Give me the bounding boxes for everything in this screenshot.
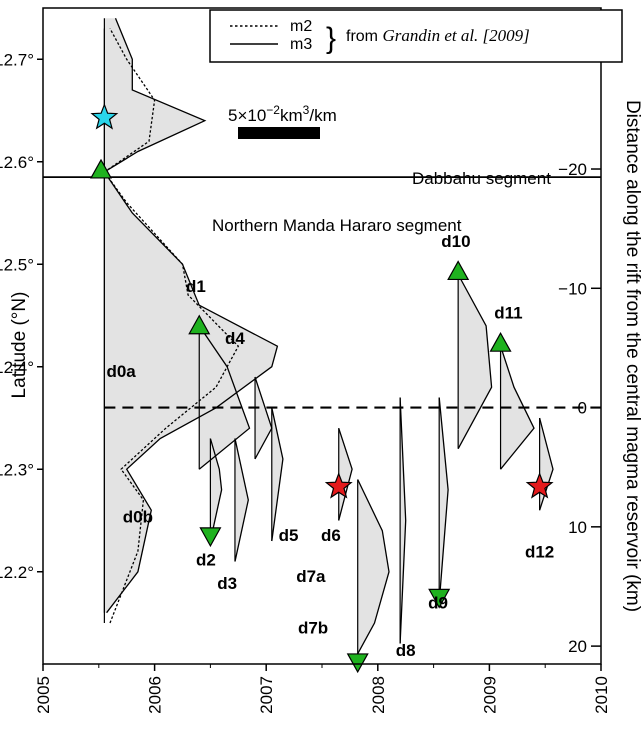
legend-source: from Grandin et al. [2009] (346, 26, 530, 45)
x-tick-label: 2008 (369, 676, 388, 714)
event-label-d4: d4 (225, 329, 245, 348)
profile-fill-d8 (400, 397, 406, 644)
profile-fill-d10 (458, 274, 492, 449)
marker-red-star (324, 472, 353, 499)
lat-tick-label: 12.6° (0, 153, 34, 172)
x-tick-label: 2009 (480, 676, 499, 714)
profile-line-d0-m2 (103, 28, 240, 624)
markers (90, 103, 554, 674)
marker-green-triangle-up (90, 158, 113, 179)
x-tick-label: 2010 (592, 676, 611, 714)
profile-line-d5 (271, 407, 284, 542)
event-label-d10: d10 (441, 232, 470, 251)
km-tick-label: −10 (558, 279, 587, 298)
legend-box (209, 9, 623, 63)
profile-fill-d0-m3 (104, 18, 278, 613)
event-label-d1: d1 (186, 277, 206, 296)
profile-fill-d3 (235, 438, 249, 562)
lat-tick-label: 12.4° (0, 358, 34, 377)
event-label-d11: d11 (494, 304, 522, 323)
profile-fill-d11 (500, 346, 534, 470)
profile-lines (103, 17, 554, 655)
profile-line-d12 (538, 417, 554, 511)
profile-fill-d5 (271, 407, 283, 541)
segment-label-dabbahu: Dabbahu segment (412, 169, 551, 188)
event-label-d7b: d7b (298, 618, 328, 637)
profile-line-d3 (234, 438, 249, 562)
marker-red-star (525, 472, 554, 499)
segment-label-manda-hararo: Northern Manda Hararo segment (212, 216, 462, 235)
lat-tick-label: 12.2° (0, 563, 34, 582)
event-label-d5: d5 (279, 526, 299, 545)
x-tick-label: 2007 (257, 676, 276, 714)
legend-label-m3: m3 (290, 36, 312, 53)
event-label-d0b: d0b (123, 508, 153, 527)
marker-green-triangle-up (447, 260, 470, 281)
lat-tick-label: 12.5° (0, 255, 34, 274)
marker-green-triangle-up (489, 331, 512, 352)
event-label-d0a: d0a (106, 362, 136, 381)
lat-tick-label: 12.7° (0, 50, 34, 69)
legend-citation: Grandin et al. [2009] (382, 26, 529, 45)
marker-green-triangle-down (199, 527, 222, 548)
profile-line-d10 (457, 274, 493, 450)
profile-line-d2 (209, 438, 223, 542)
profile-line-d8 (399, 397, 407, 644)
profile-fill-d2 (210, 438, 222, 541)
event-label-d2: d2 (196, 551, 216, 570)
profile-line-d7 (357, 479, 390, 655)
profile-line-d9 (438, 397, 449, 603)
scale-bar-label: 5×10−2km3/km (228, 103, 337, 125)
marker-cyan-star (90, 103, 119, 130)
profile-line-d0-m3 (103, 17, 279, 614)
y-axis-title-left: Latitude (°N) (9, 292, 30, 399)
event-label-d6: d6 (321, 526, 341, 545)
scale-bar-rect (238, 127, 320, 139)
event-label-d7a: d7a (296, 567, 326, 586)
reference-layer (43, 176, 601, 409)
scale-bar: 5×10−2km3/km (228, 103, 337, 139)
event-label-d3: d3 (217, 574, 237, 593)
km-tick-label: 20 (568, 637, 587, 656)
x-tick-label: 2006 (146, 676, 165, 714)
axes: 20052006200720082009201012.2°12.3°12.4°1… (0, 7, 611, 714)
legend: m2 m3 } from Grandin et al. [2009] (209, 9, 623, 63)
y-axis-title-right: Distance along the rift from the central… (622, 100, 643, 612)
marker-green-triangle-up (188, 314, 211, 335)
profile-line-d1 (198, 325, 251, 470)
km-tick-label: 0 (578, 399, 587, 418)
profile-fill-d1 (199, 325, 250, 470)
km-tick-label: 10 (568, 518, 587, 537)
x-tick-label: 2005 (34, 676, 53, 714)
event-label-d9: d9 (428, 594, 448, 613)
marker-green-triangle-down (428, 588, 451, 609)
marker-green-triangle-down (346, 653, 369, 674)
legend-label-m2: m2 (290, 18, 312, 35)
profile-fill-d6 (338, 428, 353, 521)
legend-brace: } (326, 22, 336, 55)
scale-bar-exp: −2 (266, 103, 280, 117)
scale-bar-exp2: 3 (303, 103, 310, 117)
lat-tick-label: 12.3° (0, 460, 34, 479)
profile-fill-d9 (439, 397, 449, 603)
profile-line-d6 (338, 427, 353, 521)
profile-fill-d7 (357, 479, 389, 654)
event-label-d12: d12 (525, 542, 554, 561)
km-tick-label: −20 (558, 160, 587, 179)
profile-fill-d4 (255, 377, 272, 459)
event-label-d8: d8 (396, 641, 416, 660)
